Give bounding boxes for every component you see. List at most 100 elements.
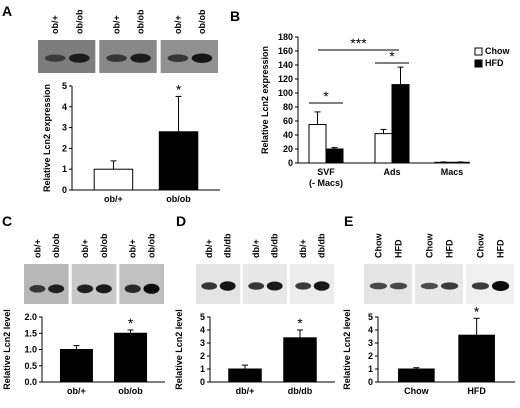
y-tick-label: 2 — [200, 351, 205, 361]
bar-chart-a: 0 1 2 3 4 5 Relative Lcn2 expression ob/+ ob/ob * — [42, 81, 220, 204]
blot-band — [248, 282, 265, 290]
y-tick-label: 0 — [288, 158, 293, 168]
y-tick-label: 140 — [278, 60, 293, 70]
bar — [59, 349, 93, 383]
significance-star: * — [128, 315, 134, 331]
panel-letter-e: E — [344, 213, 353, 229]
y-tick-label: 2 — [62, 143, 67, 153]
bar-chow — [308, 124, 327, 164]
panel-letter-c: C — [2, 213, 12, 229]
western-blot-e: Chow HFD Chow HFD Chow HFD — [364, 233, 514, 304]
lane-label: ob/+ — [50, 15, 60, 34]
x-tick-label: Ads — [383, 167, 400, 177]
significance-star: * — [297, 315, 303, 331]
y-tick-label: 160 — [278, 46, 293, 56]
bar-chow — [374, 133, 393, 164]
x-tick-label: Chow — [404, 386, 429, 396]
y-tick-label: 5 — [62, 81, 67, 91]
y-tick-label: 60 — [283, 116, 293, 126]
lane-label: ob/ob — [74, 9, 84, 34]
blot-band — [143, 283, 160, 294]
legend-swatch-chow — [474, 47, 483, 56]
y-tick-label: 40 — [283, 130, 293, 140]
blot-band — [266, 281, 283, 291]
y-tick-label: 1 — [368, 364, 373, 374]
y-tick-label: 1 — [62, 164, 67, 174]
y-tick-label: 4 — [200, 325, 205, 335]
x-tick-label: (- Macs) — [309, 178, 343, 188]
blot-band — [219, 281, 236, 291]
y-tick-label: 4 — [368, 325, 373, 335]
svf-star: * — [323, 88, 329, 104]
blot-band — [191, 53, 213, 63]
y-tick-label: 1.0 — [24, 345, 37, 355]
y-tick-label: 5 — [200, 312, 205, 322]
lane-label: Chow — [424, 233, 434, 258]
lane-label: HFD — [394, 239, 404, 258]
y-tick-label: 100 — [278, 88, 293, 98]
western-blot-c: ob/+ ob/ob ob/+ ob/ob ob/+ ob/ob — [24, 233, 164, 304]
lane-label: ob/ob — [99, 233, 109, 258]
blot-band — [440, 282, 459, 290]
y-tick-label: 1.5 — [24, 328, 37, 338]
y-tick-label: 180 — [278, 32, 293, 42]
y-axis-label: Relative Lcn2 level — [342, 309, 352, 390]
y-tick-label: 2 — [368, 351, 373, 361]
x-tick-label: ob/ob — [118, 386, 143, 396]
lane-label: ob/ob — [146, 233, 156, 258]
blot-band — [124, 284, 141, 294]
panel-letter-a: A — [2, 3, 12, 19]
legend-label-chow: Chow — [485, 46, 510, 56]
bar — [398, 368, 435, 383]
y-tick-label: 0 — [62, 185, 67, 195]
x-tick-label: Macs — [441, 167, 464, 177]
y-axis-label: Relative Lcn2 level — [174, 309, 184, 390]
y-axis-label: Relative Lcn2 expression — [260, 46, 270, 154]
blot-band — [29, 285, 46, 293]
panel-letter-b: B — [230, 8, 240, 24]
lane-label: HFD — [496, 239, 506, 258]
y-tick-label: 4 — [62, 102, 67, 112]
bar-chart-d: 0 1 2 3 4 5 Relative Lcn2 level db/+ db/db * — [174, 309, 335, 396]
blot-band — [167, 54, 189, 62]
lane-label: ob/ob — [51, 233, 61, 258]
y-tick-label: 120 — [278, 74, 293, 84]
lane-label: ob/+ — [80, 239, 90, 258]
bar-chart-e: 0 1 2 3 4 5 Relative Lcn2 level Chow HFD * — [342, 303, 515, 396]
y-tick-label: 0.5 — [24, 361, 37, 371]
lane-label: ob/+ — [32, 239, 42, 258]
bar — [114, 332, 148, 383]
blot-band — [68, 53, 90, 63]
y-tick-label: 0 — [368, 377, 373, 387]
blot-band — [389, 282, 408, 290]
bar — [283, 337, 317, 383]
lane-label: Chow — [373, 233, 383, 258]
blot-strip — [71, 264, 117, 304]
y-tick-label: 1 — [200, 364, 205, 374]
lane-label: ob/ob — [136, 9, 146, 34]
blot-band — [420, 282, 439, 290]
bar-chart-c: 0.0 0.5 1.0 1.5 2.0 Relative Lcn2 level ob/+ ob… — [2, 309, 165, 396]
bar — [158, 131, 199, 191]
x-tick-label: ob/+ — [104, 194, 123, 204]
blot-band — [471, 282, 490, 290]
y-tick-label: 3 — [200, 338, 205, 348]
y-tick-label: 80 — [283, 102, 293, 112]
legend-swatch-hfd — [474, 59, 483, 68]
ads-star: * — [389, 48, 395, 64]
blot-band — [201, 282, 218, 290]
lane-label: HFD — [445, 239, 455, 258]
x-tick-label: ob/ob — [166, 194, 191, 204]
blot-band — [130, 53, 151, 63]
y-axis-label: Relative Lcn2 expression — [42, 84, 52, 192]
x-tick-label: HFD — [467, 386, 486, 396]
bar — [93, 168, 134, 191]
blot-band — [44, 54, 66, 62]
blot-strip — [119, 264, 164, 304]
blot-band — [77, 284, 94, 294]
x-tick-label: SVF — [317, 167, 335, 177]
svf-vs-ads-star: *** — [350, 35, 367, 51]
western-blot-a: ob/+ ob/ob ob/+ ob/ob ob/+ ob/ob — [38, 9, 218, 73]
lane-label: db/db — [270, 233, 280, 258]
